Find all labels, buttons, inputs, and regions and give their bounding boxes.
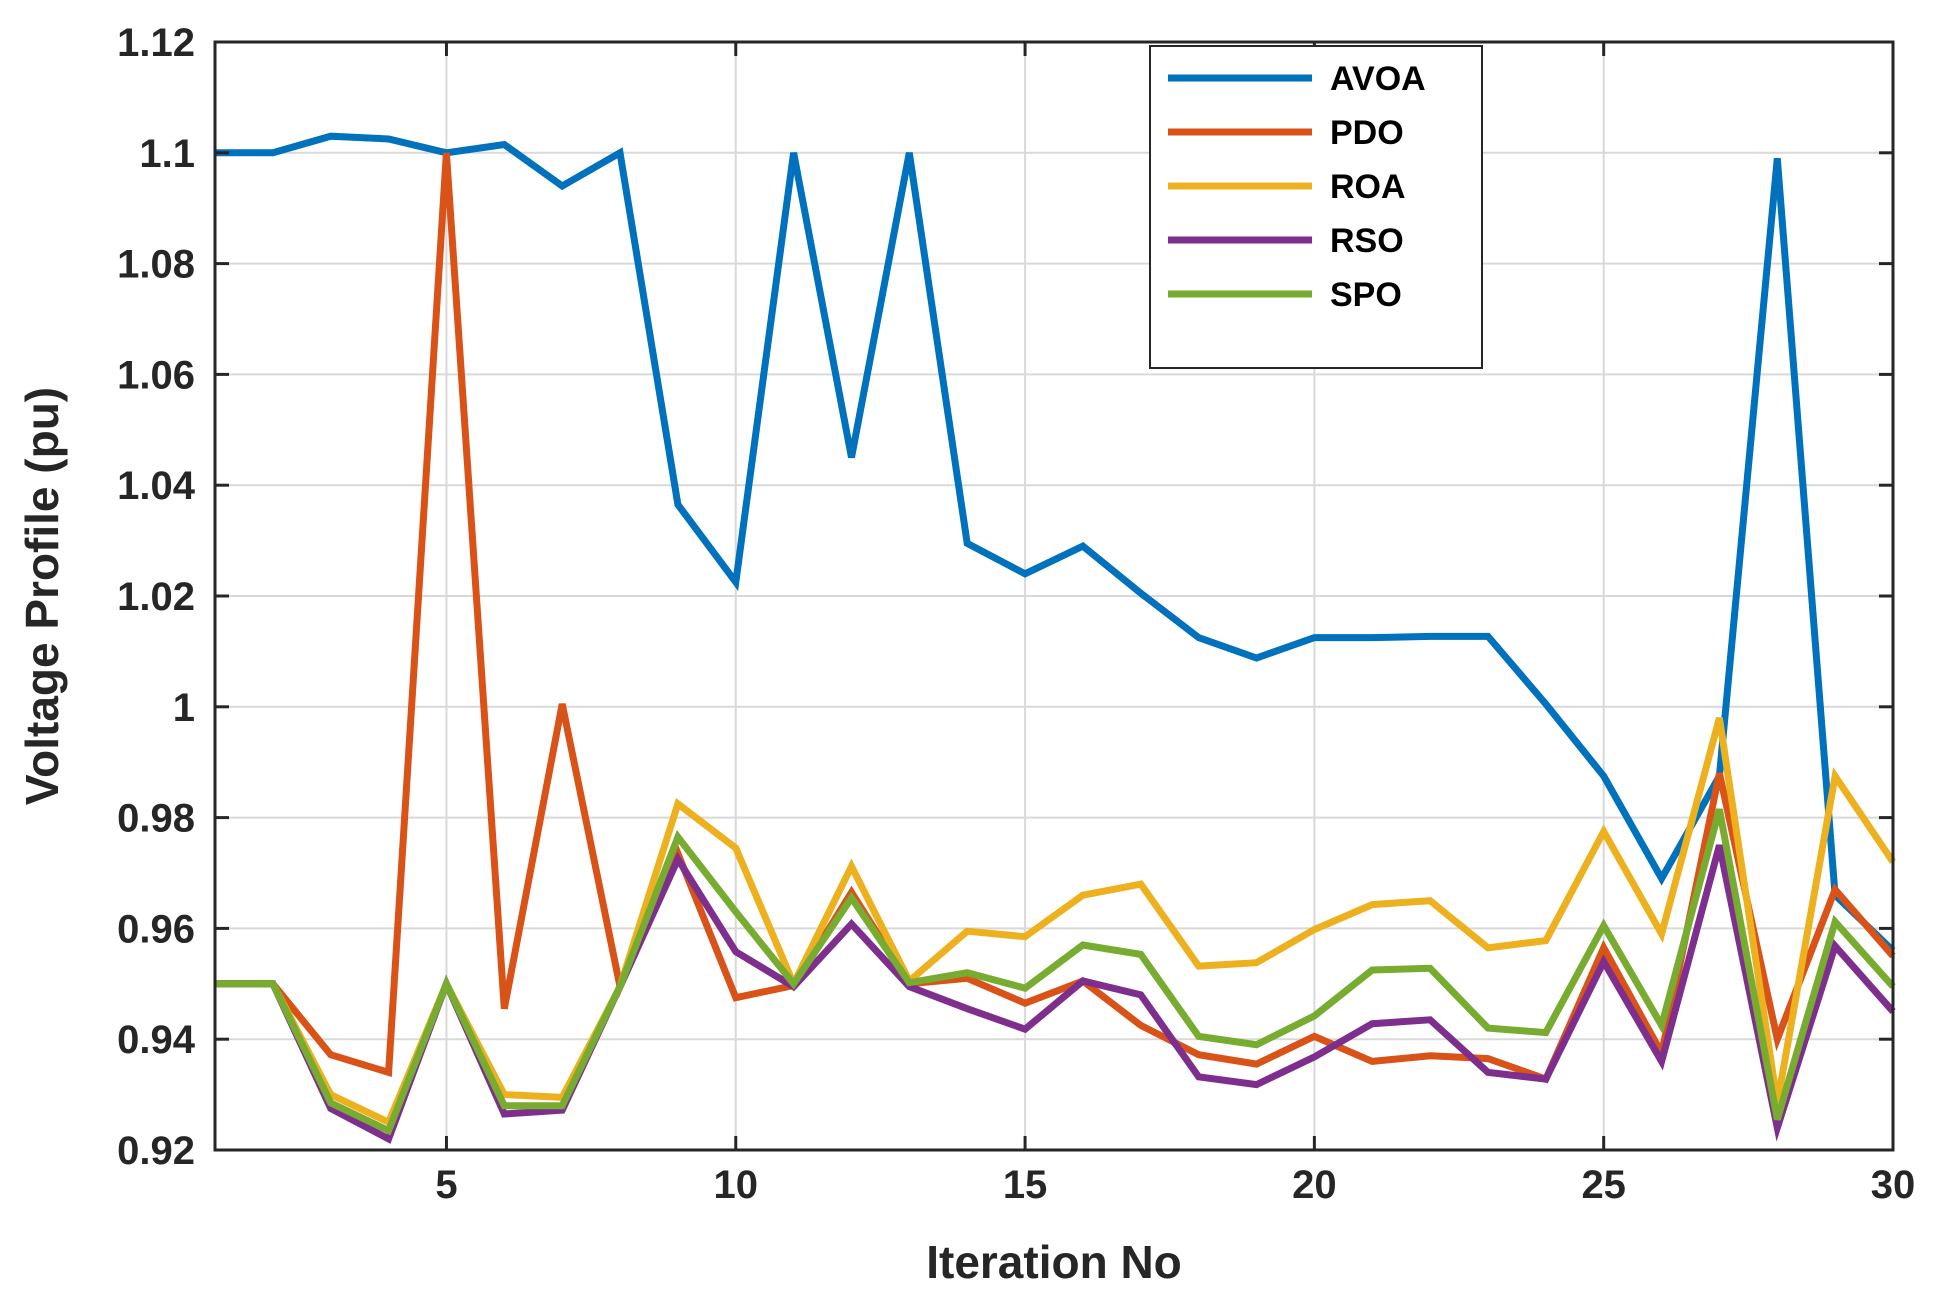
y-tick-label: 0.96 xyxy=(117,907,195,951)
y-tick-label: 1.08 xyxy=(117,243,195,287)
y-tick-label: 1.12 xyxy=(117,21,195,65)
legend-label-rso: RSO xyxy=(1330,222,1404,260)
y-tick-label: 1.1 xyxy=(139,132,195,176)
y-tick-label: 1.02 xyxy=(117,575,195,619)
y-tick-label: 1 xyxy=(173,686,195,730)
legend: AVOA PDO ROA RSO SPO xyxy=(1149,45,1483,369)
series-line-pdo xyxy=(215,152,1896,1084)
x-axis-label: Iteration No xyxy=(926,1236,1182,1288)
y-tick-label: 0.94 xyxy=(117,1018,196,1062)
x-tick-label: 15 xyxy=(1003,1163,1048,1207)
legend-label-pdo: PDO xyxy=(1330,114,1404,152)
x-tick-label: 30 xyxy=(1871,1163,1916,1207)
x-tick-label: 5 xyxy=(435,1163,457,1207)
legend-label-spo: SPO xyxy=(1330,276,1402,314)
y-axis-label: Voltage Profile (pu) xyxy=(16,387,68,805)
y-tick-label: 0.92 xyxy=(117,1129,195,1173)
legend-label-roa: ROA xyxy=(1330,168,1406,206)
x-tick-label: 25 xyxy=(1581,1163,1626,1207)
y-tick-label: 1.04 xyxy=(117,464,196,508)
series-lines xyxy=(215,132,1896,1144)
series-line-avoa xyxy=(215,132,1896,954)
x-tick-label: 20 xyxy=(1292,1163,1337,1207)
y-tick-label: 0.98 xyxy=(117,797,195,841)
legend-label-avoa: AVOA xyxy=(1330,60,1426,98)
legend-box xyxy=(1149,45,1483,369)
y-tick-label: 1.06 xyxy=(117,353,195,397)
x-tick-label: 10 xyxy=(714,1163,759,1207)
axis-ticks: 5 10 15 20 25 30 0.92 0.94 0.96 0.98 1 1.02 1.04 1.06… xyxy=(117,21,1915,1207)
series-line-roa xyxy=(215,716,1896,1128)
series-line-spo xyxy=(215,808,1896,1136)
